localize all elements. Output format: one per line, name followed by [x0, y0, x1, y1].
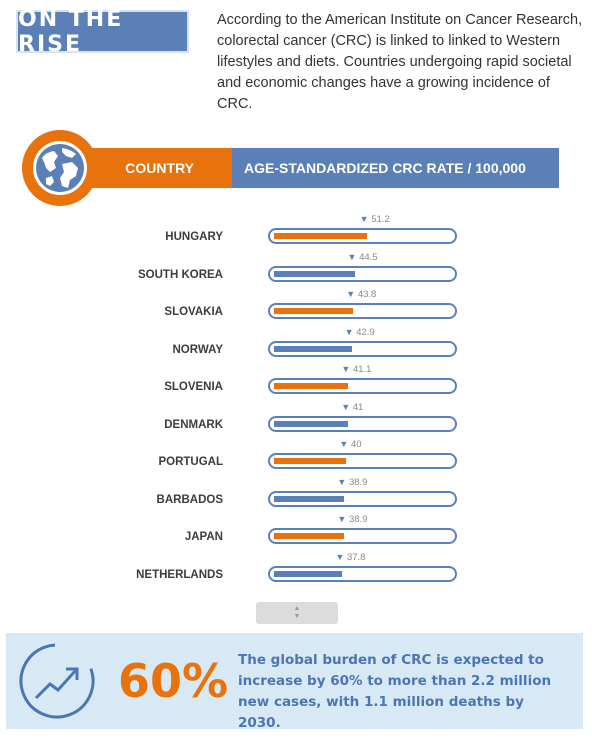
bar [274, 233, 367, 239]
country-label: SLOVAKIA [164, 306, 223, 318]
country-label: PORTUGAL [158, 456, 223, 468]
data-label: ▼ 40 [339, 439, 361, 450]
marker-triangle-icon: ▼ [337, 476, 347, 487]
bar-track [268, 490, 457, 507]
country-label: SOUTH KOREA [138, 268, 223, 281]
data-label: ▼ 44.5 [348, 252, 378, 263]
country-label: BARBADOS [156, 493, 223, 506]
page-title: ON THE RISE [16, 7, 189, 57]
chart-row: SLOVAKIA ▼ 43.8 [0, 287, 592, 325]
chart-row: HUNGARY ▼ 51.2 [0, 212, 592, 250]
bar [274, 570, 343, 577]
data-label: ▼ 43.8 [346, 289, 376, 300]
value-label: 37.8 [344, 551, 366, 563]
intro-text: According to the American Institute on C… [217, 12, 583, 112]
value-label: 38.9 [346, 476, 368, 488]
country-label: HUNGARY [165, 231, 223, 243]
rate-column-header: AGE-STANDARDIZED CRC RATE / 100,000 [232, 148, 559, 188]
table-header: COUNTRY AGE-STANDARDIZED CRC RATE / 100,… [0, 130, 592, 206]
scroll-button[interactable]: ▲ ▼ [256, 602, 338, 624]
country-label: JAPAN [184, 531, 223, 543]
marker-triangle-icon: ▼ [347, 251, 357, 262]
data-label: ▼ 41 [341, 402, 363, 413]
bar [274, 383, 349, 389]
scroll-up-icon: ▲ [293, 605, 301, 612]
footer-text: The global burden of CRC is expected to … [238, 652, 552, 731]
value-label: 51.2 [368, 214, 390, 225]
trend-up-icon [19, 643, 95, 719]
value-label: 41 [350, 401, 364, 413]
bar [274, 345, 352, 352]
bar-track [268, 528, 457, 544]
chart-row: PORTUGAL ▼ 40 [0, 437, 592, 475]
data-label: ▼ 38.9 [337, 514, 367, 525]
bar [274, 420, 349, 427]
scroll-down-icon: ▼ [293, 613, 301, 620]
marker-triangle-icon: ▼ [341, 364, 351, 374]
chart-row: DENMARK ▼ 41 [0, 400, 592, 438]
value-label: 43.8 [355, 289, 377, 300]
bar-track [268, 265, 457, 282]
country-label: DENMARK [164, 418, 223, 431]
globe-badge [22, 130, 98, 206]
marker-triangle-icon: ▼ [337, 514, 347, 524]
marker-triangle-icon: ▼ [359, 214, 369, 224]
data-label: ▼ 37.8 [335, 552, 365, 563]
data-label: ▼ 42.9 [345, 327, 375, 338]
bar-track [268, 565, 457, 582]
bar-track [268, 340, 457, 357]
chart-row: SOUTH KOREA ▼ 44.5 [0, 250, 592, 288]
bar [274, 270, 355, 277]
bar [274, 308, 354, 314]
marker-triangle-icon: ▼ [335, 551, 345, 562]
value-label: 40 [348, 439, 362, 450]
marker-triangle-icon: ▼ [344, 326, 354, 337]
chart-row: SLOVENIA ▼ 41.1 [0, 362, 592, 400]
country-label: NORWAY [172, 343, 224, 356]
bar-track [268, 415, 457, 432]
marker-triangle-icon: ▼ [339, 439, 349, 449]
value-label: 41.1 [350, 364, 372, 375]
data-label: ▼ 38.9 [337, 477, 367, 488]
marker-triangle-icon: ▼ [346, 289, 356, 299]
bar-track [268, 453, 457, 469]
globe-icon [33, 141, 87, 195]
data-label: ▼ 41.1 [341, 364, 371, 375]
country-label: SLOVENIA [164, 381, 223, 393]
chart-row: JAPAN ▼ 38.9 [0, 512, 592, 550]
bar [274, 533, 345, 539]
chart-row: NETHERLANDS ▼ 37.8 [0, 550, 592, 588]
bar [274, 458, 347, 464]
value-label: 42.9 [353, 326, 375, 338]
percent-figure: 60% [118, 654, 229, 708]
value-label: 38.9 [346, 514, 368, 525]
bar-track [268, 303, 457, 319]
bar-track [268, 378, 457, 394]
bar-track [268, 228, 457, 244]
bar [274, 495, 345, 502]
chart-row: NORWAY ▼ 42.9 [0, 325, 592, 363]
value-label: 44.5 [356, 251, 378, 263]
crc-rate-chart: HUNGARY ▼ 51.2 SOUTH KOREA ▼ 44.5 SLOVAKIA ▼ … [0, 212, 592, 592]
data-label: ▼ 51.2 [360, 214, 390, 225]
country-label: NETHERLANDS [136, 568, 223, 581]
marker-triangle-icon: ▼ [341, 401, 351, 412]
footer-callout: 60% The global burden of CRC is expected… [6, 633, 583, 731]
chart-row: BARBADOS ▼ 38.9 [0, 475, 592, 513]
